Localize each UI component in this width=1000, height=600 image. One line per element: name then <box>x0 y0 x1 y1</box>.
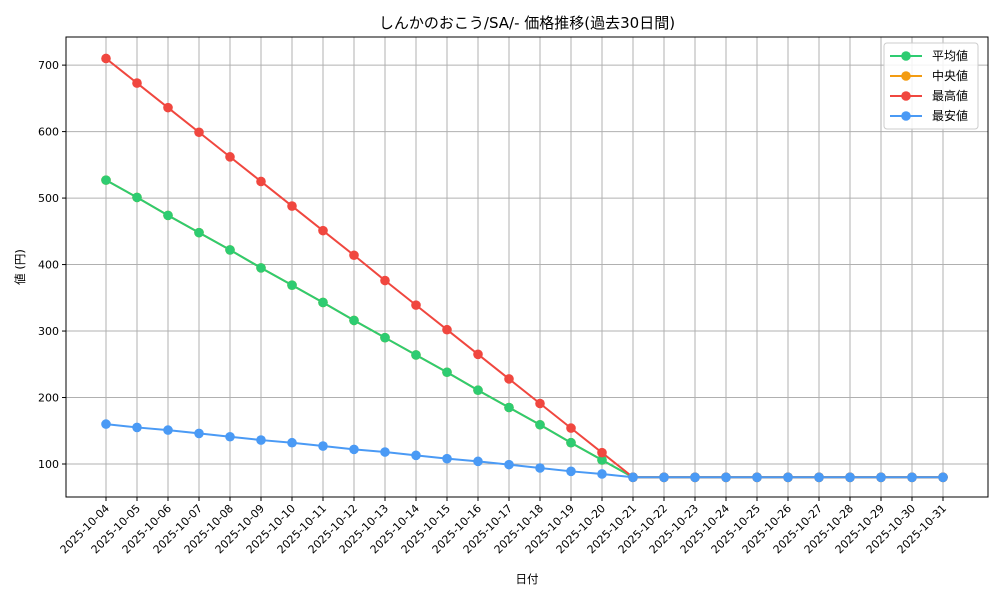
plot-frame <box>65 36 989 498</box>
series-3 <box>101 419 948 483</box>
data-point <box>442 367 452 378</box>
legend-label: 平均値 <box>932 48 968 63</box>
data-point <box>349 250 359 261</box>
data-point <box>907 472 917 483</box>
y-tick-label: 100 <box>38 458 59 471</box>
data-point <box>194 227 204 238</box>
data-point <box>721 472 731 483</box>
y-axis-ticks: 100 200 300 400 500 600 700 <box>38 59 66 471</box>
data-point <box>256 263 266 273</box>
y-tick-label: 400 <box>38 259 59 272</box>
data-point <box>845 472 855 483</box>
data-point <box>287 201 297 211</box>
data-point <box>504 374 514 384</box>
data-point <box>349 315 359 326</box>
data-point <box>318 441 328 451</box>
data-point <box>380 332 390 343</box>
y-tick-label: 200 <box>38 392 59 405</box>
data-point <box>101 419 111 429</box>
data-point <box>318 225 328 236</box>
legend-box <box>883 42 979 130</box>
x-axis-ticks: 2025-10-042025-10-052025-10-062025-10-07… <box>58 497 949 556</box>
legend-marker-icon <box>901 71 911 81</box>
data-point <box>566 423 576 433</box>
data-point <box>411 350 421 360</box>
data-point <box>535 463 545 473</box>
data-point <box>938 472 948 483</box>
data-point <box>318 297 328 308</box>
y-axis-label: 値 (円) <box>13 249 27 285</box>
data-point <box>225 245 235 255</box>
legend-item: 最高値 <box>890 88 968 103</box>
data-point <box>473 456 483 467</box>
legend-item: 中央値 <box>890 68 968 83</box>
legend-marker-icon <box>901 91 911 101</box>
data-point <box>256 176 266 187</box>
x-axis-label: 日付 <box>516 572 539 586</box>
data-point <box>690 472 700 483</box>
data-point <box>287 280 297 290</box>
data-point <box>287 437 297 448</box>
y-tick-label: 600 <box>38 126 59 139</box>
data-point <box>597 455 607 465</box>
data-point <box>163 210 173 221</box>
legend-label: 最高値 <box>932 88 968 103</box>
data-point <box>535 419 545 430</box>
data-point <box>163 102 173 113</box>
data-point <box>783 472 793 483</box>
data-point <box>597 469 607 479</box>
data-point <box>380 275 390 286</box>
data-point <box>349 444 359 455</box>
data-point <box>194 428 204 439</box>
data-point <box>256 435 266 445</box>
legend-marker-icon <box>901 51 911 61</box>
data-point <box>597 447 607 458</box>
y-tick-label: 700 <box>38 59 59 72</box>
data-point <box>442 324 452 335</box>
grid-lines <box>66 37 988 497</box>
legend-label: 中央値 <box>932 68 968 83</box>
data-point <box>535 398 545 409</box>
data-point <box>473 349 483 360</box>
data-point <box>411 300 421 310</box>
data-point <box>442 453 452 464</box>
data-point <box>752 472 762 483</box>
data-point <box>504 402 514 413</box>
y-tick-label: 300 <box>38 325 59 338</box>
data-point <box>876 472 886 483</box>
data-point <box>194 127 204 138</box>
series-layer <box>101 53 948 483</box>
data-point <box>101 175 111 185</box>
legend-label: 最安値 <box>932 108 968 123</box>
legend-item: 平均値 <box>890 48 968 63</box>
data-point <box>163 425 173 435</box>
legend-marker-icon <box>901 111 911 121</box>
series-line <box>105 423 943 479</box>
data-point <box>659 472 669 483</box>
data-point <box>473 385 483 396</box>
data-point <box>566 437 576 448</box>
data-point <box>628 472 638 483</box>
legend-item: 最安値 <box>890 108 968 123</box>
y-tick-label: 500 <box>38 192 59 205</box>
data-point <box>814 472 824 483</box>
series-2 <box>101 53 948 483</box>
chart-title: しんかのおこう/SA/- 価格推移(過去30日間) <box>379 14 675 32</box>
data-point <box>566 466 576 477</box>
data-point <box>380 447 390 457</box>
data-point <box>132 78 142 88</box>
series-line <box>105 57 943 479</box>
data-point <box>225 431 235 442</box>
data-point <box>411 450 421 461</box>
data-point <box>101 53 111 64</box>
data-point <box>225 152 235 162</box>
data-point <box>132 422 142 433</box>
data-point <box>504 459 514 470</box>
data-point <box>132 192 142 203</box>
